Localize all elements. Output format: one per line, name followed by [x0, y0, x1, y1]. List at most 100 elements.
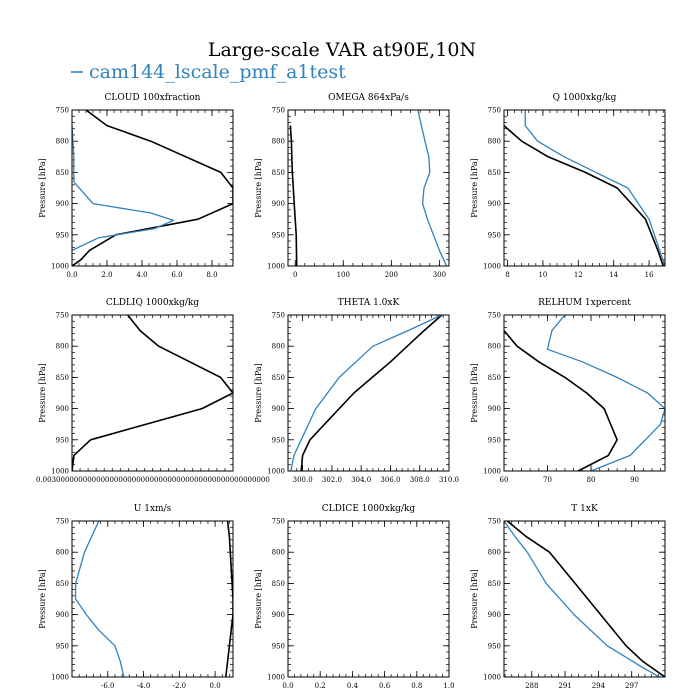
x-tick-label: 0.4 — [347, 682, 359, 690]
series-group — [290, 315, 444, 471]
x-tick-label: 300 — [433, 271, 446, 279]
x-tick-label: 288 — [525, 682, 538, 690]
y-axis-label: Pressure [hPa] — [38, 363, 47, 423]
panel-2: OMEGA 864xPa/s Pressure [hPa] 750 800 850 900… — [254, 93, 450, 279]
y-tick-label: 800 — [488, 549, 501, 557]
y-tick-label: 750 — [56, 107, 69, 115]
y-tick-label: 950 — [488, 642, 501, 650]
x-tick-label: 294 — [592, 682, 606, 690]
y-tick-label: 750 — [272, 312, 285, 320]
y-tick-label: 850 — [488, 169, 501, 177]
y-tick-label: 1000 — [267, 468, 285, 476]
y-tick-label: 750 — [272, 107, 285, 115]
y-tick-label: 1000 — [267, 263, 285, 271]
series-obs-line — [289, 125, 298, 266]
series-model-line — [504, 521, 660, 677]
y-tick-label: 950 — [272, 436, 285, 444]
y-axis-label: Pressure [hPa] — [38, 569, 47, 629]
y-tick-label: 1000 — [267, 674, 285, 682]
panel-title: U 1xm/s — [134, 504, 172, 514]
panel-5: THETA 1.0xK Pressure [hPa] 750 800 850 900 950… — [254, 298, 459, 484]
y-tick-label: 900 — [56, 200, 69, 208]
y-tick-label: 900 — [488, 200, 501, 208]
x-tick-label: 10 — [538, 271, 547, 279]
x-tick-label: 90 — [630, 476, 639, 484]
y-tick-label: 800 — [272, 343, 285, 351]
plot-frame — [287, 520, 450, 678]
plot-frame — [71, 109, 234, 267]
y-tick-label: 1000 — [483, 263, 501, 271]
panel-6: RELHUM 1xpercent Pressure [hPa] 750 800 850 9… — [470, 298, 666, 484]
y-tick-label: 850 — [272, 374, 285, 382]
y-tick-label: 850 — [488, 580, 501, 588]
plot-frame — [503, 109, 666, 267]
series-group — [504, 521, 665, 677]
y-tick-label: 850 — [488, 374, 501, 382]
y-tick-label: 850 — [56, 580, 69, 588]
y-axis-label: Pressure [hPa] — [254, 158, 263, 218]
y-tick-label: 950 — [56, 642, 69, 650]
x-tick-label: 8.0 — [206, 271, 217, 279]
x-tick-label: 8 — [505, 271, 509, 279]
y-axis-label: Pressure [hPa] — [470, 363, 479, 423]
x-tick-label: 2.0 — [101, 271, 112, 279]
y-axis-label: Pressure [hPa] — [38, 158, 47, 218]
series-obs-line — [300, 315, 444, 471]
series-model-line — [417, 110, 448, 266]
series-obs-line — [504, 124, 664, 266]
y-tick-label: 900 — [56, 611, 69, 619]
panel-title: CLOUD 100xfraction — [105, 93, 201, 103]
panel-title: Q 1000xkg/kg — [553, 93, 617, 103]
y-tick-label: 800 — [56, 138, 69, 146]
y-tick-label: 750 — [56, 518, 69, 526]
y-tick-label: 750 — [272, 518, 285, 526]
series-obs-line — [72, 110, 233, 266]
x-tick-label: 0 — [293, 271, 297, 279]
x-tick-label: 4.0 — [136, 271, 147, 279]
series-model-line — [72, 125, 175, 251]
series-model-line — [524, 110, 665, 266]
x-tick-label: 0.6 — [379, 682, 391, 690]
plot-frame — [287, 314, 450, 472]
y-tick-label: 1000 — [483, 674, 501, 682]
y-tick-label: 750 — [56, 312, 69, 320]
x-tick-label: 0.8 — [411, 682, 422, 690]
x-tick-label: 6.0 — [171, 271, 182, 279]
plot-frame — [503, 520, 666, 678]
y-tick-label: 800 — [272, 138, 285, 146]
x-tick-label: 60 — [500, 476, 509, 484]
series-group — [72, 315, 233, 471]
y-tick-label: 1000 — [51, 263, 69, 271]
y-tick-label: 900 — [488, 611, 501, 619]
y-tick-label: 900 — [56, 405, 69, 413]
panel-title: T 1xK — [571, 504, 598, 514]
panel-title: CLDICE 1000xkg/kg — [322, 504, 416, 514]
x-tick-label: 306.0 — [380, 476, 400, 484]
x-tick-label: 200 — [385, 271, 398, 279]
x-tick-label: 310.0 — [439, 476, 459, 484]
y-tick-label: 850 — [56, 169, 69, 177]
y-tick-label: 850 — [272, 169, 285, 177]
x-tick-label: -6.0 — [101, 682, 115, 690]
y-tick-label: 1000 — [483, 468, 501, 476]
figure-title: Large-scale VAR at90E,10N — [208, 39, 476, 61]
x-tick-label: 12 — [574, 271, 583, 279]
x-tick-label: 80 — [587, 476, 596, 484]
y-tick-label: 1000 — [51, 674, 69, 682]
y-tick-label: 800 — [488, 343, 501, 351]
y-tick-label: 800 — [272, 549, 285, 557]
panel-title: RELHUM 1xpercent — [538, 298, 631, 308]
x-tick-label: 70 — [543, 476, 552, 484]
series-obs-line — [225, 521, 233, 677]
series-group — [74, 521, 233, 677]
y-tick-label: 950 — [272, 231, 285, 239]
series-obs-line — [504, 330, 618, 471]
x-tick-label: 0.0 — [66, 271, 77, 279]
x-tick-label: 304.0 — [351, 476, 371, 484]
panel-1: CLOUD 100xfraction Pressure [hPa] 750 800 85… — [38, 93, 234, 279]
y-tick-label: 850 — [56, 374, 69, 382]
x-tick-label: 0.0 — [282, 682, 293, 690]
y-tick-label: 950 — [56, 436, 69, 444]
x-tick-label: 302.0 — [322, 476, 342, 484]
